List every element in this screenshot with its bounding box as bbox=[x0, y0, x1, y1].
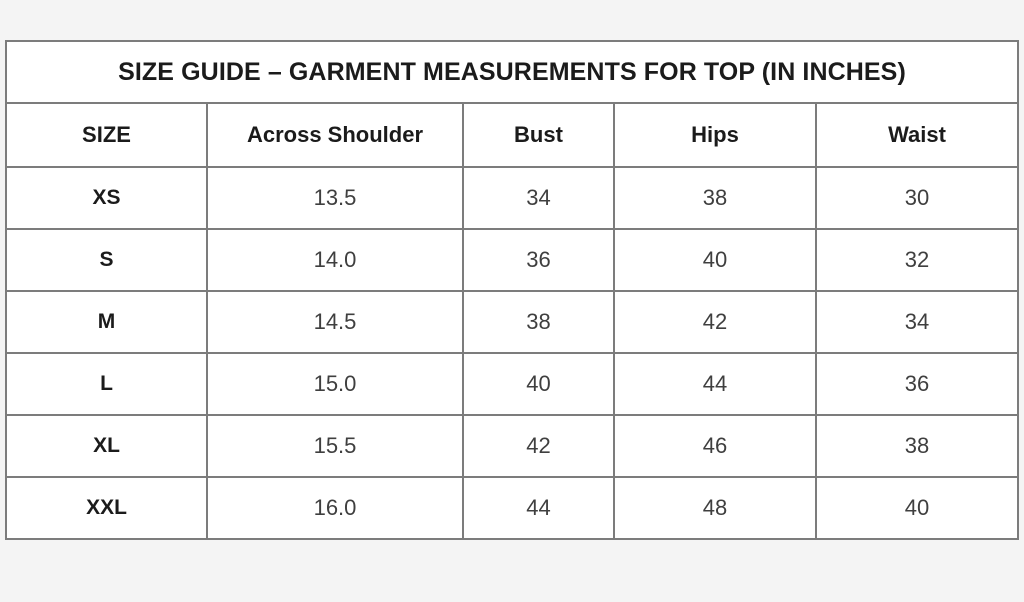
cell-hips: 48 bbox=[613, 476, 817, 540]
cell-bust: 40 bbox=[462, 352, 615, 416]
table-row: XS 13.5 34 38 30 bbox=[5, 166, 1020, 230]
cell-across-shoulder: 14.0 bbox=[206, 228, 464, 292]
column-header-bust: Bust bbox=[462, 102, 615, 168]
table-row: XL 15.5 42 46 38 bbox=[5, 414, 1020, 478]
cell-waist: 36 bbox=[814, 352, 1020, 416]
cell-waist: 40 bbox=[814, 476, 1020, 540]
cell-size: M bbox=[5, 290, 208, 354]
cell-size: S bbox=[5, 228, 208, 292]
cell-size: XS bbox=[5, 166, 208, 230]
cell-waist: 34 bbox=[814, 290, 1020, 354]
cell-bust: 42 bbox=[462, 414, 615, 478]
cell-size: L bbox=[5, 352, 208, 416]
cell-size: XXL bbox=[5, 476, 208, 540]
cell-size: XL bbox=[5, 414, 208, 478]
cell-waist: 32 bbox=[814, 228, 1020, 292]
cell-bust: 38 bbox=[462, 290, 615, 354]
cell-across-shoulder: 15.5 bbox=[206, 414, 464, 478]
cell-hips: 38 bbox=[613, 166, 817, 230]
table-row: L 15.0 40 44 36 bbox=[5, 352, 1020, 416]
cell-hips: 40 bbox=[613, 228, 817, 292]
column-header-across-shoulder: Across Shoulder bbox=[206, 102, 464, 168]
cell-across-shoulder: 13.5 bbox=[206, 166, 464, 230]
table-row: M 14.5 38 42 34 bbox=[5, 290, 1020, 354]
table-row: XXL 16.0 44 48 40 bbox=[5, 476, 1020, 540]
cell-across-shoulder: 14.5 bbox=[206, 290, 464, 354]
column-header-waist: Waist bbox=[814, 102, 1020, 168]
cell-hips: 44 bbox=[613, 352, 817, 416]
cell-waist: 38 bbox=[814, 414, 1020, 478]
column-header-size: SIZE bbox=[5, 102, 208, 168]
cell-across-shoulder: 15.0 bbox=[206, 352, 464, 416]
cell-across-shoulder: 16.0 bbox=[206, 476, 464, 540]
page-title: SIZE GUIDE – GARMENT MEASUREMENTS FOR TO… bbox=[4, 40, 1020, 104]
column-header-hips: Hips bbox=[613, 102, 817, 168]
cell-waist: 30 bbox=[814, 166, 1020, 230]
cell-hips: 46 bbox=[613, 414, 817, 478]
size-guide-table: SIZE GUIDE – GARMENT MEASUREMENTS FOR TO… bbox=[4, 40, 1020, 540]
cell-hips: 42 bbox=[613, 290, 817, 354]
table-row: S 14.0 36 40 32 bbox=[5, 228, 1020, 292]
cell-bust: 36 bbox=[462, 228, 615, 292]
table-header-row: SIZE Across Shoulder Bust Hips Waist bbox=[5, 102, 1020, 168]
table-title-row: SIZE GUIDE – GARMENT MEASUREMENTS FOR TO… bbox=[4, 40, 1020, 104]
cell-bust: 34 bbox=[462, 166, 615, 230]
cell-bust: 44 bbox=[462, 476, 615, 540]
